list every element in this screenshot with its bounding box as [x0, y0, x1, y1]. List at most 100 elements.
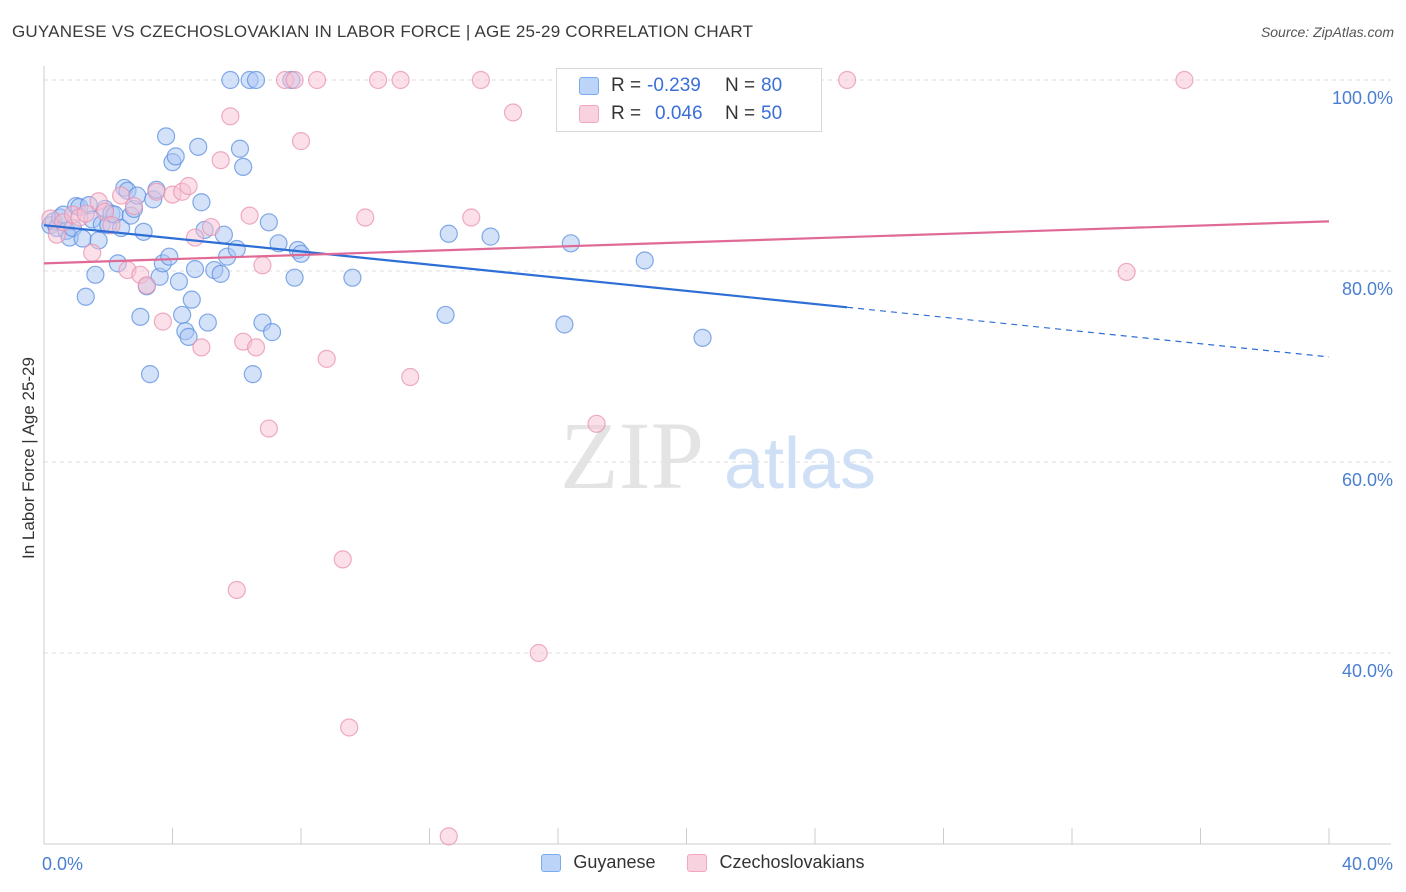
data-point-guyanese — [439, 224, 458, 243]
data-point-guyanese — [227, 239, 246, 259]
data-point-czechoslovakians — [83, 243, 102, 262]
trend-line-czechoslovakians — [43, 220, 1330, 265]
data-points — [41, 70, 1194, 846]
data-point-guyanese — [343, 268, 362, 287]
data-point-czechoslovakians — [340, 718, 359, 737]
watermark-zip: ZIP — [560, 402, 704, 509]
y-tick-label: 40.0% — [1342, 661, 1393, 681]
legend-item-guyanese[interactable]: Guyanese — [541, 852, 655, 873]
data-point-czechoslovakians — [192, 338, 211, 357]
data-point-guyanese — [198, 313, 217, 332]
legend-row-czechoslovakians: R = 0.046 N = 50 — [579, 101, 782, 127]
data-point-guyanese — [693, 328, 712, 347]
data-point-czechoslovakians — [439, 827, 458, 846]
legend-row-guyanese: R = -0.239 N = 80 — [579, 73, 782, 99]
watermark: ZIP atlas — [560, 402, 876, 509]
data-point-czechoslovakians — [227, 580, 246, 600]
watermark-atlas: atlas — [724, 424, 876, 504]
data-point-czechoslovakians — [1175, 70, 1194, 90]
data-point-guyanese — [131, 307, 150, 326]
data-point-czechoslovakians — [1117, 262, 1136, 282]
y-tick-label: 100.0% — [1332, 88, 1393, 108]
data-point-czechoslovakians — [369, 70, 388, 90]
data-point-guyanese — [73, 229, 92, 248]
data-point-guyanese — [436, 305, 455, 325]
data-point-guyanese — [173, 305, 192, 325]
tick-labels: 100.0% 80.0% 60.0% 40.0% 0.0% 40.0% — [42, 88, 1393, 874]
y-axis-label: In Labor Force | Age 25-29 — [19, 357, 38, 559]
legend-n-label: N = — [725, 103, 756, 124]
data-point-czechoslovakians — [307, 70, 327, 90]
data-point-guyanese — [221, 70, 240, 90]
data-point-guyanese — [269, 234, 288, 253]
trend-line-guyanese — [43, 224, 848, 309]
legend-n-value: 80 — [761, 75, 783, 96]
x-tick-label: 40.0% — [1342, 854, 1393, 874]
data-point-guyanese — [140, 365, 160, 384]
data-point-czechoslovakians — [587, 414, 606, 433]
y-tick-label: 80.0% — [1342, 279, 1393, 299]
data-point-guyanese — [285, 268, 304, 287]
legend-swatch-czechoslovakians — [687, 853, 708, 872]
legend-n-label: N = — [725, 75, 756, 96]
data-point-czechoslovakians — [333, 550, 352, 569]
legend-r-label: R = — [611, 103, 642, 124]
data-point-czechoslovakians — [185, 228, 205, 247]
data-point-guyanese — [166, 147, 185, 166]
data-point-guyanese — [555, 315, 574, 334]
data-point-guyanese — [561, 234, 580, 253]
trend-line-extension — [847, 306, 1330, 358]
data-point-guyanese — [262, 323, 282, 342]
data-point-guyanese — [635, 251, 654, 270]
data-point-czechoslovakians — [246, 338, 266, 357]
legend-r-value: -0.239 — [647, 75, 701, 96]
data-point-czechoslovakians — [153, 312, 172, 331]
legend-label-guyanese: Guyanese — [573, 852, 656, 872]
data-point-czechoslovakians — [317, 349, 336, 368]
data-point-guyanese — [259, 213, 278, 232]
data-point-czechoslovakians — [124, 196, 144, 216]
x-tick-label: 0.0% — [42, 854, 83, 874]
data-point-czechoslovakians — [356, 208, 375, 227]
data-point-czechoslovakians — [259, 419, 278, 438]
data-point-czechoslovakians — [102, 216, 121, 235]
data-point-czechoslovakians — [471, 70, 490, 90]
legend-item-czechoslovakians[interactable]: Czechoslovakians — [687, 852, 865, 873]
data-point-czechoslovakians — [291, 132, 311, 151]
data-point-guyanese — [481, 227, 500, 246]
legend-swatch-czechoslovakians — [579, 105, 599, 123]
data-point-guyanese — [156, 127, 176, 146]
stats-legend: R = -0.239 N = 80 R = 0.046 N = 50 — [556, 68, 822, 132]
data-point-guyanese — [182, 290, 201, 309]
data-point-guyanese — [179, 327, 198, 346]
axes — [43, 66, 1391, 845]
legend-label-czechoslovakians: Czechoslovakians — [719, 852, 865, 872]
data-point-czechoslovakians — [253, 256, 272, 275]
data-point-guyanese — [169, 272, 189, 291]
data-point-czechoslovakians — [147, 182, 166, 201]
data-point-czechoslovakians — [503, 103, 523, 122]
data-point-czechoslovakians — [391, 70, 410, 90]
data-point-czechoslovakians — [111, 186, 131, 205]
legend-swatch-guyanese — [579, 77, 599, 95]
data-point-guyanese — [234, 157, 253, 177]
data-point-czechoslovakians — [76, 204, 95, 223]
data-point-guyanese — [192, 193, 211, 212]
data-point-czechoslovakians — [838, 70, 857, 90]
data-point-czechoslovakians — [462, 208, 481, 227]
data-point-guyanese — [134, 222, 153, 241]
data-point-czechoslovakians — [529, 643, 548, 663]
legend-n-value: 50 — [761, 103, 783, 124]
y-tick-label: 60.0% — [1342, 470, 1393, 490]
data-point-czechoslovakians — [401, 367, 420, 387]
trend-lines — [43, 220, 1330, 358]
data-point-czechoslovakians — [201, 217, 221, 237]
data-point-czechoslovakians — [179, 176, 198, 196]
data-point-czechoslovakians — [240, 206, 259, 225]
data-point-guyanese — [185, 259, 205, 279]
data-point-guyanese — [86, 265, 105, 284]
legend-r-label: R = — [611, 75, 642, 96]
data-point-czechoslovakians — [137, 276, 156, 295]
data-point-guyanese — [160, 247, 179, 266]
